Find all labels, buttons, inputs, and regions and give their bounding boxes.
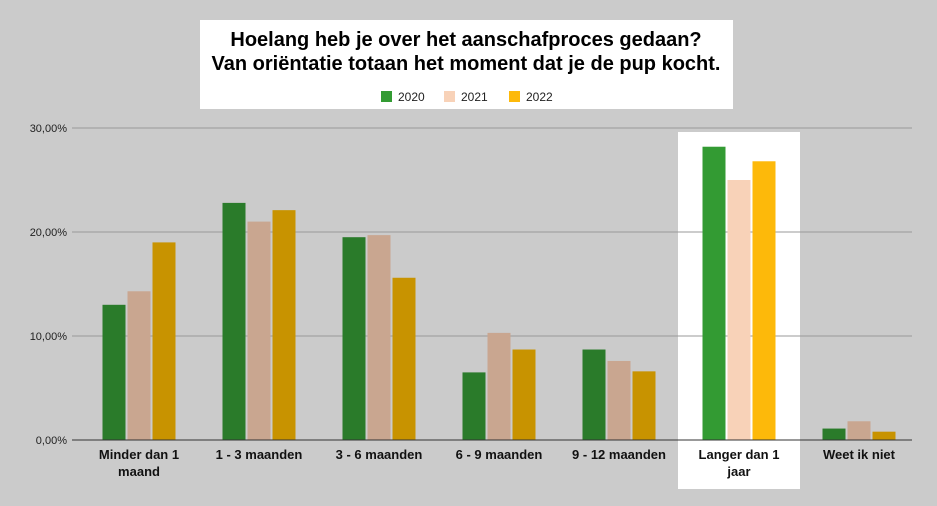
legend-swatch-2022: [509, 91, 520, 102]
bar-2022: [152, 242, 176, 440]
bar-2020: [222, 202, 246, 440]
legend-label-2022: 2022: [526, 90, 553, 104]
bar-2021: [727, 180, 751, 440]
y-axis-ticks: 0,00% 10,00% 20,00% 30,00%: [30, 123, 68, 447]
title-box: [200, 20, 733, 109]
y-tick-label: 10,00%: [30, 331, 68, 343]
bar-2022: [392, 277, 416, 440]
bar-2022: [752, 161, 776, 440]
legend-swatch-2021: [444, 91, 455, 102]
x-category-label-line: 1 - 3 maanden: [216, 447, 303, 462]
bar-2021: [367, 235, 391, 440]
bar-2020: [822, 428, 846, 440]
x-category-label-line: 6 - 9 maanden: [456, 447, 543, 462]
x-category-label: 9 - 12 maanden: [572, 447, 666, 462]
x-category-label: Minder dan 1 maand: [99, 447, 179, 479]
x-category-label: 1 - 3 maanden: [216, 447, 303, 462]
bar-2021: [247, 221, 271, 440]
legend-swatch-2020: [381, 91, 392, 102]
x-category-label-line: 3 - 6 maanden: [336, 447, 423, 462]
bar-2021: [607, 360, 631, 440]
bar-2022: [632, 371, 656, 440]
x-category-label-line: Weet ik niet: [823, 447, 896, 462]
bar-2022: [512, 349, 536, 440]
bar-2020: [342, 237, 366, 440]
bar-2021: [487, 332, 511, 440]
y-tick-label: 20,00%: [30, 227, 68, 239]
chart-title: Hoelang heb je over het aanschafproces g…: [230, 29, 701, 51]
y-tick-label: 0,00%: [36, 435, 67, 447]
bar-2020: [702, 146, 726, 440]
x-category-label-line: maand: [118, 464, 160, 479]
y-tick-label: 30,00%: [30, 123, 68, 135]
bar-2021: [127, 291, 151, 440]
x-category-label-line: jaar: [726, 464, 750, 479]
bar-2022: [872, 431, 896, 440]
legend-label-2021: 2021: [461, 90, 488, 104]
bar-2020: [102, 304, 126, 440]
x-category-label: 3 - 6 maanden: [336, 447, 423, 462]
bar-2020: [582, 349, 606, 440]
chart-subtitle: Van oriëntatie totaan het moment dat je …: [212, 53, 721, 75]
x-axis-categories: Minder dan 1 maand 1 - 3 maanden 3 - 6 maan…: [99, 447, 896, 479]
bar-2020: [462, 372, 486, 440]
bar-2021: [847, 421, 871, 440]
x-category-label: Langer dan 1 jaar: [699, 447, 780, 479]
legend-label-2020: 2020: [398, 90, 425, 104]
x-category-label-line: 9 - 12 maanden: [572, 447, 666, 462]
x-category-label: 6 - 9 maanden: [456, 447, 543, 462]
bars: [102, 146, 896, 440]
x-category-label-line: Langer dan 1: [699, 447, 780, 462]
legend: 2020 2021 2022: [381, 90, 553, 104]
bar-2022: [272, 210, 296, 440]
x-category-label: Weet ik niet: [823, 447, 896, 462]
x-category-label-line: Minder dan 1: [99, 447, 179, 462]
